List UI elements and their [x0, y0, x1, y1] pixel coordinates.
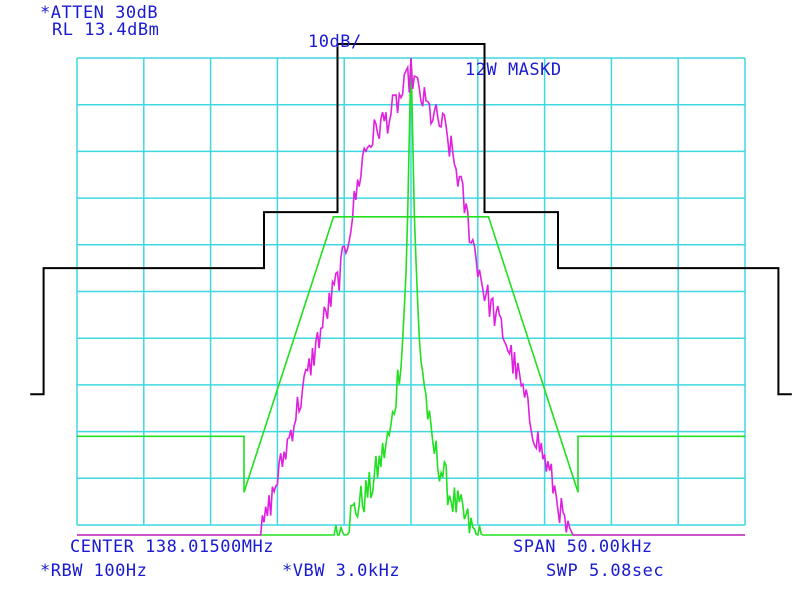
- series-limit: [77, 216, 745, 493]
- marker-label: 12W MASKD: [465, 60, 562, 80]
- ref-level-label: RL 13.4dBm: [52, 20, 160, 40]
- span-label: SPAN 50.00kHz: [513, 537, 653, 557]
- scale-label: 10dB/: [308, 32, 362, 52]
- series-trace-magenta: [77, 57, 745, 536]
- series-mask: [30, 43, 792, 396]
- sweep-time-label: SWP 5.08sec: [546, 561, 665, 581]
- rbw-label: *RBW 100Hz: [40, 561, 148, 581]
- grid: [76, 57, 746, 526]
- vbw-label: *VBW 3.0kHz: [282, 561, 401, 581]
- atten-label: *ATTEN 30dB: [40, 3, 159, 23]
- center-frequency-label: CENTER 138.01500MHz: [70, 537, 274, 557]
- traces: [30, 43, 792, 537]
